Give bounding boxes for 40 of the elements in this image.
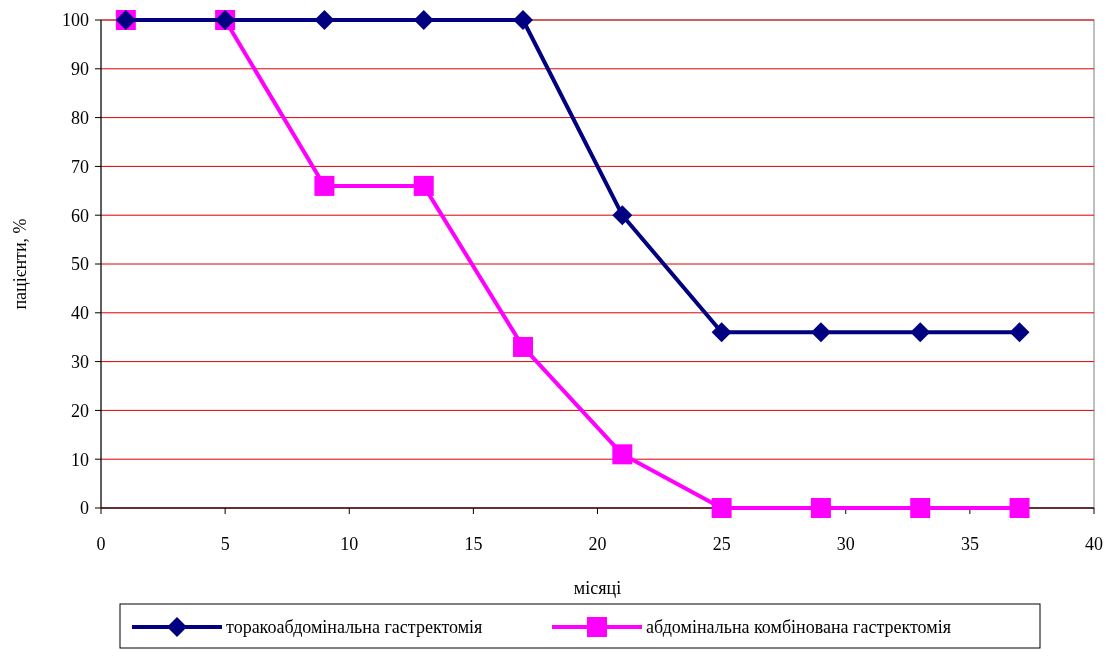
point: [513, 336, 534, 357]
y-tick-label: 40: [71, 303, 89, 324]
x-tick-label: 40: [1085, 534, 1103, 554]
point: [314, 175, 335, 196]
y-axis-title: пацієнти, %: [10, 218, 30, 310]
point: [413, 10, 434, 30]
point: [1009, 322, 1030, 343]
x-tick-label: 25: [712, 534, 731, 554]
y-tick-label: 90: [71, 59, 89, 80]
y-tick-label: 30: [71, 351, 89, 372]
point: [314, 10, 335, 30]
x-tick-label: 10: [340, 534, 359, 554]
x-tick-label: 5: [220, 534, 230, 554]
point: [1009, 498, 1030, 518]
legend-label: абдомінальна комбінована гастректомія: [646, 617, 951, 638]
point: [810, 322, 831, 343]
point: [612, 444, 633, 465]
x-axis-title: місяці: [573, 578, 622, 598]
x-tick-label: 0: [96, 534, 106, 554]
point: [810, 498, 831, 518]
y-tick-label: 70: [71, 156, 89, 177]
x-tick-label: 20: [588, 534, 607, 554]
y-tick-label: 60: [71, 205, 89, 226]
point: [711, 322, 732, 343]
x-tick-label: 30: [836, 534, 855, 554]
y-tick-label: 100: [62, 10, 89, 31]
point: [612, 205, 633, 226]
point: [513, 10, 534, 30]
legend-label: торакоабдомінальна гастректомія: [226, 617, 483, 638]
point: [910, 322, 931, 343]
y-tick-label: 0: [80, 498, 89, 519]
point: [910, 498, 931, 518]
y-tick-label: 80: [71, 107, 89, 128]
point: [413, 175, 434, 196]
y-tick-label: 10: [71, 449, 89, 470]
x-tick-label: 35: [960, 534, 979, 554]
y-tick-label: 20: [71, 400, 89, 421]
x-tick-label: 15: [464, 534, 483, 554]
point: [711, 498, 732, 518]
y-tick-label: 50: [71, 254, 89, 275]
